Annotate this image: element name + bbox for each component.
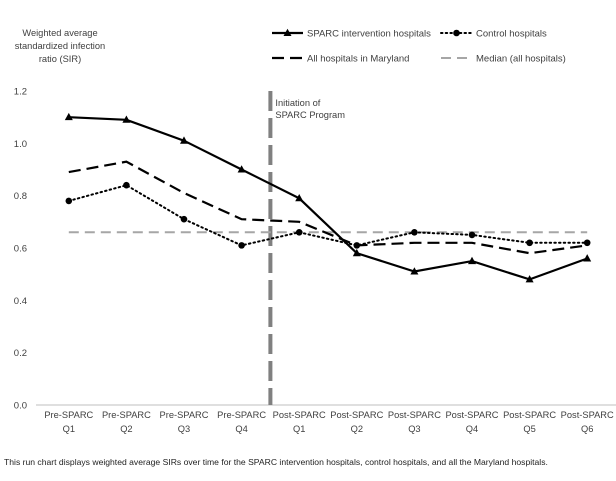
- triangle-marker: [525, 275, 534, 283]
- triangle-marker: [122, 115, 131, 123]
- x-tick-label: Post-SPARC: [273, 410, 326, 420]
- series-line-2: [68, 160, 588, 255]
- y-tick-label: 0.8: [14, 191, 27, 202]
- x-tick-label: Q1: [63, 424, 75, 434]
- x-tick-label: Pre-SPARC: [44, 410, 93, 420]
- triangle-marker: [64, 112, 73, 121]
- y-axis-title-line: Weighted average: [22, 28, 97, 38]
- x-tick-label: Pre-SPARC: [160, 410, 209, 420]
- triangle-marker: [237, 165, 246, 173]
- x-tick-label: Q2: [351, 424, 363, 434]
- x-tick-label: Post-SPARC: [388, 410, 441, 420]
- x-tick-label: Q1: [293, 424, 305, 434]
- legend-circle-marker: [453, 29, 460, 37]
- legend-label: All hospitals in Maryland: [307, 54, 409, 65]
- x-tick-label: Post-SPARC: [445, 410, 498, 420]
- x-tick-label: Pre-SPARC: [217, 410, 266, 420]
- triangle-marker: [583, 254, 592, 262]
- x-tick-label: Post-SPARC: [503, 410, 556, 420]
- circle-marker: [295, 229, 303, 236]
- circle-marker: [411, 229, 418, 236]
- x-tick-label: Q2: [120, 424, 132, 434]
- y-tick-label: 1.0: [14, 139, 27, 150]
- circle-marker: [526, 239, 533, 247]
- triangle-marker: [468, 256, 476, 265]
- y-tick-label: 0.6: [14, 244, 27, 255]
- circle-marker: [65, 197, 73, 205]
- circle-marker: [353, 242, 361, 249]
- circle-marker: [583, 239, 591, 247]
- triangle-marker: [295, 193, 304, 202]
- series-line-1: [67, 184, 589, 247]
- y-axis-title-line: ratio (SIR): [39, 54, 81, 64]
- circle-marker: [180, 215, 188, 223]
- x-tick-label: Q3: [408, 424, 420, 434]
- y-tick-label: 0.0: [14, 401, 27, 412]
- legend-label: Median (all hospitals): [476, 54, 566, 65]
- legend-label: SPARC intervention hospitals: [307, 29, 431, 40]
- circle-marker: [123, 181, 130, 189]
- x-tick-label: Post-SPARC: [330, 410, 383, 420]
- x-tick-label: Q4: [235, 424, 247, 434]
- legend-triangle-marker: [283, 28, 292, 36]
- legend-label: Control hospitals: [476, 29, 547, 40]
- x-tick-label: Q6: [581, 424, 593, 434]
- x-tick-label: Pre-SPARC: [102, 410, 151, 420]
- x-tick-label: Q4: [466, 424, 478, 434]
- y-tick-label: 1.2: [14, 87, 27, 98]
- triangle-marker: [352, 248, 361, 257]
- y-axis-title-line: standardized infection: [15, 41, 105, 51]
- series-line-0: [68, 116, 588, 281]
- x-tick-label: Post-SPARC: [561, 410, 614, 420]
- circle-marker: [238, 242, 245, 249]
- figure-caption: This run chart displays weighted average…: [4, 457, 548, 467]
- sir-run-chart: Weighted average standardized infection ra…: [14, 28, 616, 434]
- intervention-annotation: Initiation of: [275, 98, 320, 108]
- x-tick-label: Q5: [523, 424, 535, 434]
- circle-marker: [468, 231, 476, 239]
- y-tick-label: 0.4: [14, 296, 27, 307]
- intervention-annotation: SPARC Program: [275, 110, 345, 120]
- x-tick-label: Q3: [178, 424, 190, 434]
- y-tick-label: 0.2: [14, 348, 27, 359]
- triangle-marker: [180, 136, 188, 144]
- triangle-marker: [410, 267, 419, 275]
